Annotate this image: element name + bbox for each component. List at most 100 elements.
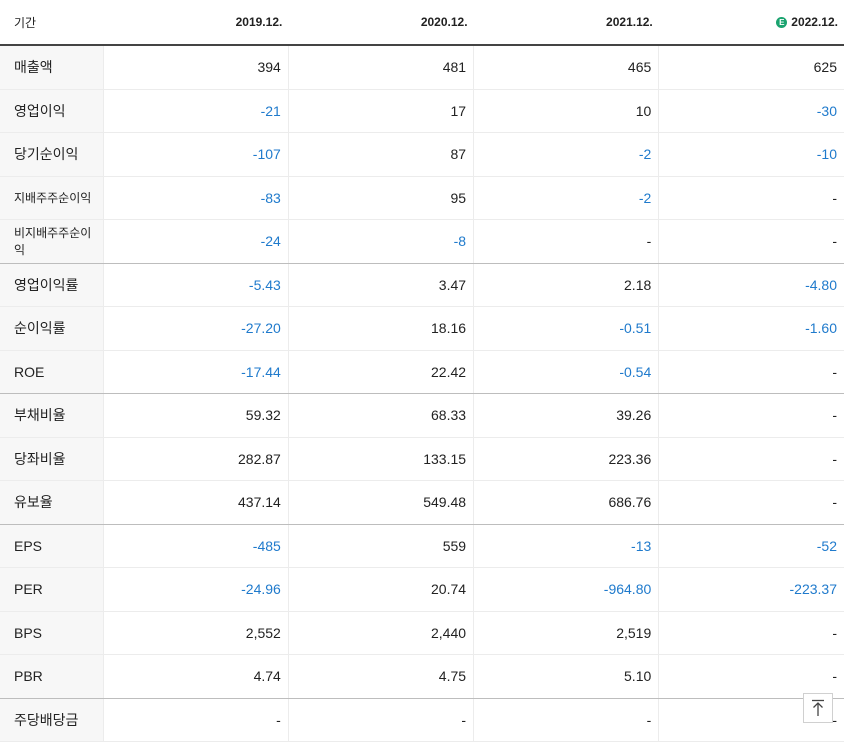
row-label: 매출액: [0, 45, 104, 90]
header-period: 2019.12.: [103, 0, 289, 46]
table-row: 매출액 394 481 465 625: [0, 45, 844, 90]
table-cell: 87: [287, 132, 474, 177]
table-cell: -10: [658, 132, 844, 177]
row-label: 당기순이익: [0, 132, 104, 177]
table-row: 주당배당금 - - - -: [0, 698, 844, 742]
table-cell: -: [658, 393, 844, 438]
table-cell: -30: [658, 89, 844, 133]
table-cell: -: [473, 219, 659, 264]
table-cell: -24: [102, 219, 289, 264]
table-cell: -: [658, 219, 844, 264]
row-label: 비지배주주순이익: [0, 219, 104, 264]
table-cell: 481: [287, 45, 474, 90]
row-label: 주당배당금: [0, 698, 104, 742]
row-label: 순이익률: [0, 306, 104, 351]
table-cell: 10: [473, 89, 659, 133]
header-period-label: 기간: [0, 0, 104, 46]
row-label: PBR: [0, 654, 104, 699]
table-row: 영업이익 -21 17 10 -30: [0, 89, 844, 133]
table-row: 비지배주주순이익 -24 -8- -: [0, 219, 844, 264]
table-cell: -: [473, 698, 659, 742]
header-period-text: 2022.12.: [791, 15, 838, 29]
table-row: 영업이익률 -5.43 3.47 2.18 -4.80: [0, 263, 844, 307]
table-row: 당좌비율 282.87 133.15 223.36-: [0, 437, 844, 481]
row-label: EPS: [0, 524, 104, 568]
table-row: BPS 2,552 2,440 2,519-: [0, 611, 844, 655]
table-cell: 4.74: [102, 654, 289, 699]
row-label: 영업이익률: [0, 263, 104, 307]
table-cell: 394: [102, 45, 289, 90]
table-row: 순이익률 -27.20 18.16 -0.51 -1.60: [0, 306, 844, 351]
table-cell: -: [287, 698, 474, 742]
row-label: ROE: [0, 350, 104, 394]
table-cell: 39.26: [473, 393, 659, 438]
table-cell: 68.33: [287, 393, 474, 438]
table-cell: 2,519: [473, 611, 659, 655]
row-label: 지배주주순이익: [0, 176, 104, 220]
table-cell: -: [658, 437, 844, 481]
estimate-icon: E: [776, 17, 788, 29]
table-cell: 2,552: [102, 611, 289, 655]
table-cell: -: [658, 480, 844, 525]
table-cell: -: [658, 611, 844, 655]
table-cell: 625: [658, 45, 844, 90]
table-cell: -27.20: [102, 306, 289, 351]
table-cell: -0.51: [473, 306, 659, 351]
table-row: PER -24.96 20.74 -964.80 -223.37: [0, 567, 844, 612]
table-cell: -964.80: [473, 567, 659, 612]
table-cell: -2: [473, 176, 659, 220]
table-cell: -1.60: [658, 306, 844, 351]
row-label: 당좌비율: [0, 437, 104, 481]
arrow-up-to-top-icon: [812, 699, 824, 716]
table-cell: -: [102, 698, 289, 742]
table-cell: 22.42: [287, 350, 474, 394]
table-cell: -24.96: [102, 567, 289, 612]
table-cell: -: [658, 654, 844, 699]
header-period-estimate: E 2022.12.: [658, 0, 844, 46]
table-row: 지배주주순이익 -83 95 -2-: [0, 176, 844, 220]
table-cell: -52: [658, 524, 844, 568]
table-row: ROE -17.44 22.42 -0.54-: [0, 350, 844, 394]
row-label: PER: [0, 567, 104, 612]
table-cell: 2.18: [473, 263, 659, 307]
table-cell: 549.48: [287, 480, 474, 525]
table-row: 부채비율 59.32 68.33 39.26-: [0, 393, 844, 438]
table-cell: 5.10: [473, 654, 659, 699]
table-cell: -83: [102, 176, 289, 220]
table-cell: 282.87: [102, 437, 289, 481]
table-row: 유보율 437.14 549.48 686.76-: [0, 480, 844, 525]
table-cell: -13: [473, 524, 659, 568]
table-cell: 4.75: [287, 654, 474, 699]
table-cell: 59.32: [102, 393, 289, 438]
row-label: 영업이익: [0, 89, 104, 133]
table-cell: 3.47: [287, 263, 474, 307]
table-cell: -107: [102, 132, 289, 177]
row-label: 부채비율: [0, 393, 104, 438]
table-cell: -5.43: [102, 263, 289, 307]
table-cell: 95: [287, 176, 474, 220]
table-cell: -21: [102, 89, 289, 133]
table-cell: -: [658, 176, 844, 220]
row-label: 유보율: [0, 480, 104, 525]
table-cell: 559: [287, 524, 474, 568]
table-cell: 20.74: [287, 567, 474, 612]
table-cell: -4.80: [658, 263, 844, 307]
table-cell: -223.37: [658, 567, 844, 612]
table-header-row: 기간 2019.12. 2020.12. 2021.12. E 2022.12.: [0, 0, 844, 46]
table-cell: 133.15: [287, 437, 474, 481]
row-label: BPS: [0, 611, 104, 655]
table-cell: 465: [473, 45, 659, 90]
table-row: EPS -485 559 -13 -52: [0, 524, 844, 568]
table-cell: 437.14: [102, 480, 289, 525]
header-period: 2021.12.: [473, 0, 659, 46]
table-row: PBR 4.74 4.75 5.10-: [0, 654, 844, 699]
table-cell: -485: [102, 524, 289, 568]
table-cell: -0.54: [473, 350, 659, 394]
header-period: 2020.12.: [288, 0, 474, 46]
scroll-to-top-button[interactable]: [803, 693, 833, 723]
table-cell: 17: [287, 89, 474, 133]
table-row: 당기순이익 -107 87 -2 -10: [0, 132, 844, 177]
table-cell: 18.16: [287, 306, 474, 351]
table-cell: 223.36: [473, 437, 659, 481]
